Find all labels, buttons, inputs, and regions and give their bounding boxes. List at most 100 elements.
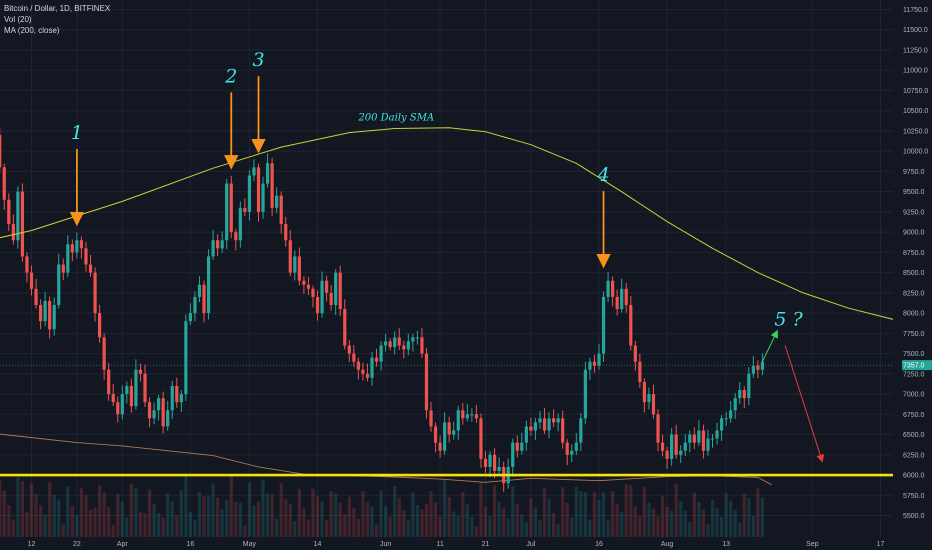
- candle[interactable]: [302, 280, 306, 285]
- candle[interactable]: [52, 305, 56, 330]
- candle[interactable]: [660, 442, 665, 451]
- candle[interactable]: [592, 361, 597, 366]
- candle[interactable]: [647, 394, 651, 403]
- sma-200-line[interactable]: [0, 127, 926, 326]
- candle[interactable]: [379, 345, 383, 362]
- candle[interactable]: [429, 410, 433, 427]
- candle[interactable]: [275, 195, 279, 208]
- candle[interactable]: [642, 381, 646, 403]
- candle[interactable]: [638, 361, 642, 382]
- candle[interactable]: [0, 134, 2, 168]
- candle[interactable]: [25, 256, 29, 273]
- candle[interactable]: [43, 300, 47, 322]
- candle[interactable]: [270, 163, 274, 208]
- candle[interactable]: [719, 418, 724, 431]
- candle[interactable]: [461, 410, 465, 419]
- candle[interactable]: [79, 240, 84, 249]
- candle[interactable]: [515, 442, 519, 451]
- candle[interactable]: [288, 240, 292, 273]
- candle[interactable]: [61, 264, 65, 273]
- volume-indicator-label[interactable]: Vol (20): [4, 15, 32, 24]
- candle[interactable]: [483, 458, 488, 467]
- candle[interactable]: [465, 414, 469, 419]
- candle[interactable]: [443, 422, 447, 451]
- candle[interactable]: [492, 454, 497, 471]
- candle[interactable]: [256, 167, 261, 212]
- candle[interactable]: [583, 369, 587, 419]
- candle[interactable]: [166, 410, 170, 427]
- candle[interactable]: [629, 305, 633, 346]
- candle[interactable]: [561, 418, 565, 443]
- candle[interactable]: [692, 434, 696, 443]
- candle[interactable]: [742, 390, 746, 399]
- candle[interactable]: [38, 305, 43, 322]
- candle[interactable]: [497, 466, 501, 471]
- candle[interactable]: [170, 385, 174, 411]
- candle[interactable]: [184, 321, 188, 395]
- candle[interactable]: [134, 369, 138, 407]
- candle[interactable]: [374, 357, 379, 362]
- candle[interactable]: [406, 341, 410, 350]
- candle[interactable]: [197, 284, 202, 297]
- candle[interactable]: [265, 163, 270, 184]
- candle[interactable]: [211, 240, 215, 257]
- candle[interactable]: [479, 418, 483, 459]
- candle[interactable]: [611, 280, 615, 297]
- candle[interactable]: [361, 369, 365, 374]
- candle[interactable]: [520, 442, 524, 451]
- candle[interactable]: [384, 341, 388, 346]
- candle[interactable]: [438, 442, 442, 451]
- candle[interactable]: [179, 394, 183, 403]
- candle[interactable]: [656, 414, 660, 443]
- candle[interactable]: [565, 442, 569, 455]
- candle[interactable]: [325, 280, 329, 293]
- candle[interactable]: [588, 361, 592, 370]
- candle[interactable]: [111, 394, 115, 403]
- candle[interactable]: [529, 426, 533, 431]
- candle[interactable]: [252, 167, 256, 176]
- candle[interactable]: [447, 422, 451, 435]
- candle[interactable]: [452, 430, 456, 435]
- candle[interactable]: [538, 418, 542, 423]
- candle[interactable]: [206, 256, 211, 314]
- candle[interactable]: [11, 224, 15, 241]
- candle[interactable]: [488, 454, 492, 467]
- candle[interactable]: [34, 288, 38, 306]
- candle[interactable]: [193, 296, 197, 314]
- candle[interactable]: [188, 313, 192, 322]
- candle[interactable]: [120, 394, 124, 415]
- candle[interactable]: [129, 385, 133, 407]
- candle[interactable]: [20, 191, 25, 257]
- candle[interactable]: [220, 240, 224, 249]
- candle[interactable]: [102, 337, 106, 370]
- candle[interactable]: [352, 353, 356, 362]
- candle[interactable]: [157, 398, 161, 411]
- candle[interactable]: [334, 272, 338, 306]
- candle[interactable]: [552, 418, 556, 423]
- candle[interactable]: [415, 337, 419, 339]
- candle[interactable]: [651, 394, 656, 415]
- candle[interactable]: [729, 410, 733, 419]
- candle[interactable]: [433, 426, 438, 443]
- candle[interactable]: [29, 272, 34, 289]
- candle[interactable]: [724, 418, 728, 420]
- candle[interactable]: [570, 450, 574, 455]
- candle[interactable]: [665, 450, 669, 459]
- candle[interactable]: [343, 309, 347, 346]
- candle[interactable]: [238, 207, 242, 241]
- candle[interactable]: [284, 224, 288, 241]
- candle[interactable]: [397, 337, 401, 346]
- candle[interactable]: [329, 292, 333, 306]
- candle[interactable]: [116, 402, 120, 415]
- candle[interactable]: [679, 450, 683, 455]
- candle[interactable]: [84, 248, 88, 265]
- candle[interactable]: [161, 398, 165, 427]
- candle[interactable]: [715, 430, 719, 439]
- candle[interactable]: [243, 207, 247, 212]
- candle[interactable]: [760, 361, 765, 370]
- candle[interactable]: [225, 183, 229, 241]
- candle[interactable]: [75, 240, 79, 253]
- ma-indicator-label[interactable]: MA (200, close): [4, 26, 60, 35]
- candle[interactable]: [98, 313, 102, 338]
